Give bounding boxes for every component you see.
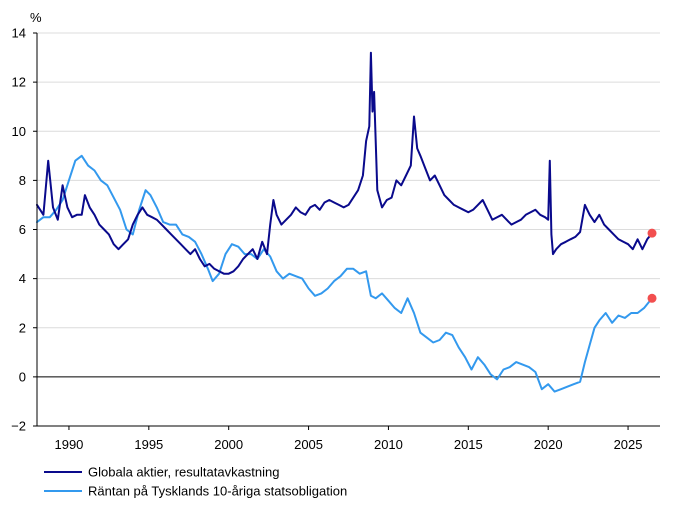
y-tick-label: 4	[19, 271, 26, 286]
x-tick-label: 2025	[614, 437, 643, 452]
x-tick-label: 2000	[214, 437, 243, 452]
x-tick-label: 1995	[134, 437, 163, 452]
y-axis-unit-label: %	[30, 10, 42, 25]
end-markers	[647, 228, 657, 303]
axes	[33, 32, 660, 430]
y-tick-label: 8	[19, 173, 26, 188]
series-lines	[36, 51, 653, 393]
x-tick-label: 2015	[454, 437, 483, 452]
y-tick-label: −2	[11, 419, 26, 434]
x-tick-label: 2005	[294, 437, 323, 452]
x-tick-label: 2010	[374, 437, 403, 452]
y-tick-label: 10	[12, 124, 26, 139]
y-tick-label: 12	[12, 75, 26, 90]
x-tick-label: 2020	[534, 437, 563, 452]
gridlines	[37, 32, 660, 427]
legend-label-1: Globala aktier, resultatavkastning	[88, 465, 280, 480]
series-end-marker-1	[647, 228, 657, 238]
y-tick-label: 14	[12, 26, 26, 41]
legend: Globala aktier, resultatavkastning Räntan…	[44, 465, 347, 499]
legend-label-2: Räntan på Tysklands 10-åriga statsobliga…	[88, 484, 347, 499]
y-tick-label: 0	[19, 369, 26, 384]
x-tick-labels: 1990 1995 2000 2005 2010 2015 2020 2025	[54, 437, 642, 452]
series-end-marker-2	[647, 293, 657, 303]
series-line-2	[36, 154, 653, 393]
y-tick-label: 6	[19, 222, 26, 237]
y-tick-labels: −2 0 2 4 6 8 10 12 14	[11, 26, 26, 434]
series-line-1	[36, 51, 653, 275]
x-tick-label: 1990	[54, 437, 83, 452]
y-tick-label: 2	[19, 320, 26, 335]
